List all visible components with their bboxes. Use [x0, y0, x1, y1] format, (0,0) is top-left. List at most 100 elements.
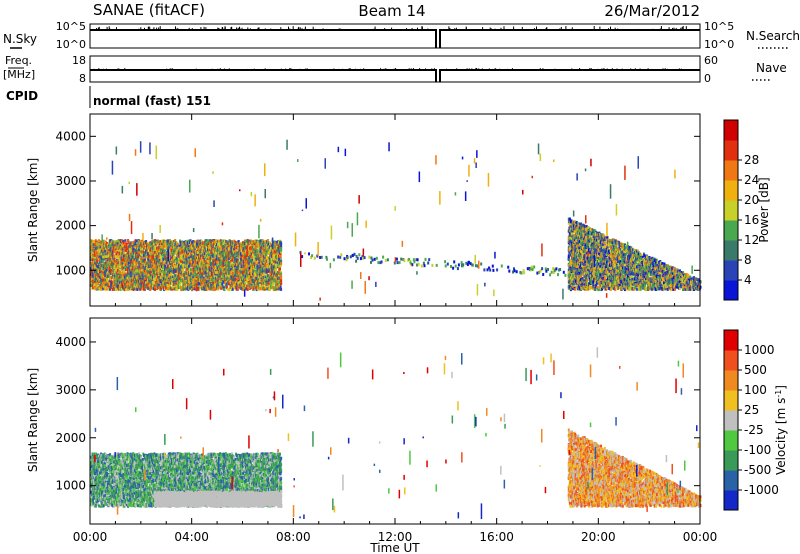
echo-cell [130, 252, 133, 256]
echo-cell [122, 254, 125, 258]
echo-cell [109, 257, 112, 261]
nave-dot [680, 69, 682, 71]
echo-cell [120, 284, 123, 288]
nave-dot [171, 68, 173, 70]
nave-dot [623, 69, 625, 71]
nave-dot [601, 68, 603, 70]
echo-cell [102, 239, 105, 243]
echo-cell [121, 258, 124, 262]
nave-dot [409, 69, 411, 71]
echo-cell [90, 258, 93, 262]
echo-cell [104, 266, 107, 270]
nave-dot [329, 69, 331, 71]
echo-cell [115, 269, 118, 273]
nave-dot [469, 69, 471, 71]
nave-dot [349, 69, 351, 71]
nave-dot [640, 69, 642, 71]
echo-cell [123, 265, 126, 269]
nave-dot [606, 69, 608, 71]
echo-cell [112, 276, 115, 280]
nave-dot [647, 68, 649, 70]
nave-dot [518, 69, 520, 70]
nave-dot [228, 68, 230, 70]
echo-cell [99, 252, 102, 256]
echo-cell [108, 282, 111, 286]
nave-dot [305, 68, 307, 70]
nave-dot [310, 69, 312, 71]
echo-cell [95, 280, 98, 284]
nave-dot [392, 69, 394, 71]
echo-cell [127, 281, 130, 285]
echo-cell [105, 278, 108, 282]
echo-cell [92, 257, 95, 261]
date-title: 26/Mar/2012 [604, 2, 700, 20]
echo-cell [97, 269, 100, 273]
nave-dot [395, 68, 397, 70]
nave-dot [413, 68, 414, 70]
echo-cell [128, 256, 131, 260]
echo-cell [93, 253, 96, 257]
echo-cell [102, 284, 105, 288]
nave-dot [527, 69, 529, 71]
echo-cell [126, 276, 129, 280]
nave-dot [140, 69, 142, 71]
nave-dot [599, 69, 601, 71]
echo-cell [97, 276, 100, 280]
nave-dots [93, 68, 686, 71]
nave-dot [124, 68, 126, 70]
nave-dot [105, 68, 107, 70]
echo-cell [93, 278, 96, 281]
nave-dot [552, 69, 554, 71]
echo-cell [92, 261, 95, 264]
echo-cell [112, 259, 115, 263]
echo-cell [101, 276, 104, 279]
echo-cell [118, 276, 121, 280]
echo-cell [102, 287, 105, 291]
nave-dot [539, 68, 541, 70]
echo-cell [217, 286, 220, 290]
echo-cell [97, 239, 100, 243]
nave-dot [531, 69, 533, 71]
nave-dot [554, 68, 556, 70]
nave-dot [565, 69, 567, 70]
nsearch-tick-top: 10^5 [704, 20, 734, 33]
nave-dot [488, 68, 490, 70]
nave-dot [216, 69, 218, 71]
echo-cell [126, 283, 128, 287]
echo-cell [102, 255, 105, 259]
echo-cell [115, 283, 118, 287]
nave-dot [413, 69, 415, 71]
echo-cell [123, 269, 126, 272]
echo-cell [99, 254, 102, 258]
echo-cell [118, 252, 121, 256]
echo-cell [118, 267, 121, 271]
echo-cell [94, 261, 97, 265]
echo-cell [102, 257, 105, 261]
nave-dot [233, 69, 235, 71]
echo-cell [117, 265, 119, 269]
nave-dot [101, 69, 102, 71]
echo-cell [124, 282, 127, 286]
nave-label: Nave [756, 61, 787, 75]
nave-dot [542, 68, 544, 70]
nave-dot [431, 68, 433, 70]
nave-dot [280, 68, 282, 70]
nave-dot [354, 68, 356, 70]
echo-cell [90, 245, 92, 249]
nave-dot [93, 68, 95, 70]
nave-dot [285, 68, 287, 70]
nave-dot [494, 69, 496, 71]
echo-cell [119, 280, 122, 284]
nave-dot [475, 68, 477, 69]
echo-cell [104, 255, 107, 259]
nsky-noise [96, 26, 687, 30]
nave-dot [456, 68, 458, 70]
echo-cell [94, 287, 97, 291]
echo-cell [117, 239, 120, 243]
nave-dot [380, 68, 381, 70]
nave-dot [219, 68, 221, 70]
echo-cell [90, 241, 92, 245]
echo-cell [91, 270, 94, 274]
nave-dot [476, 68, 478, 70]
